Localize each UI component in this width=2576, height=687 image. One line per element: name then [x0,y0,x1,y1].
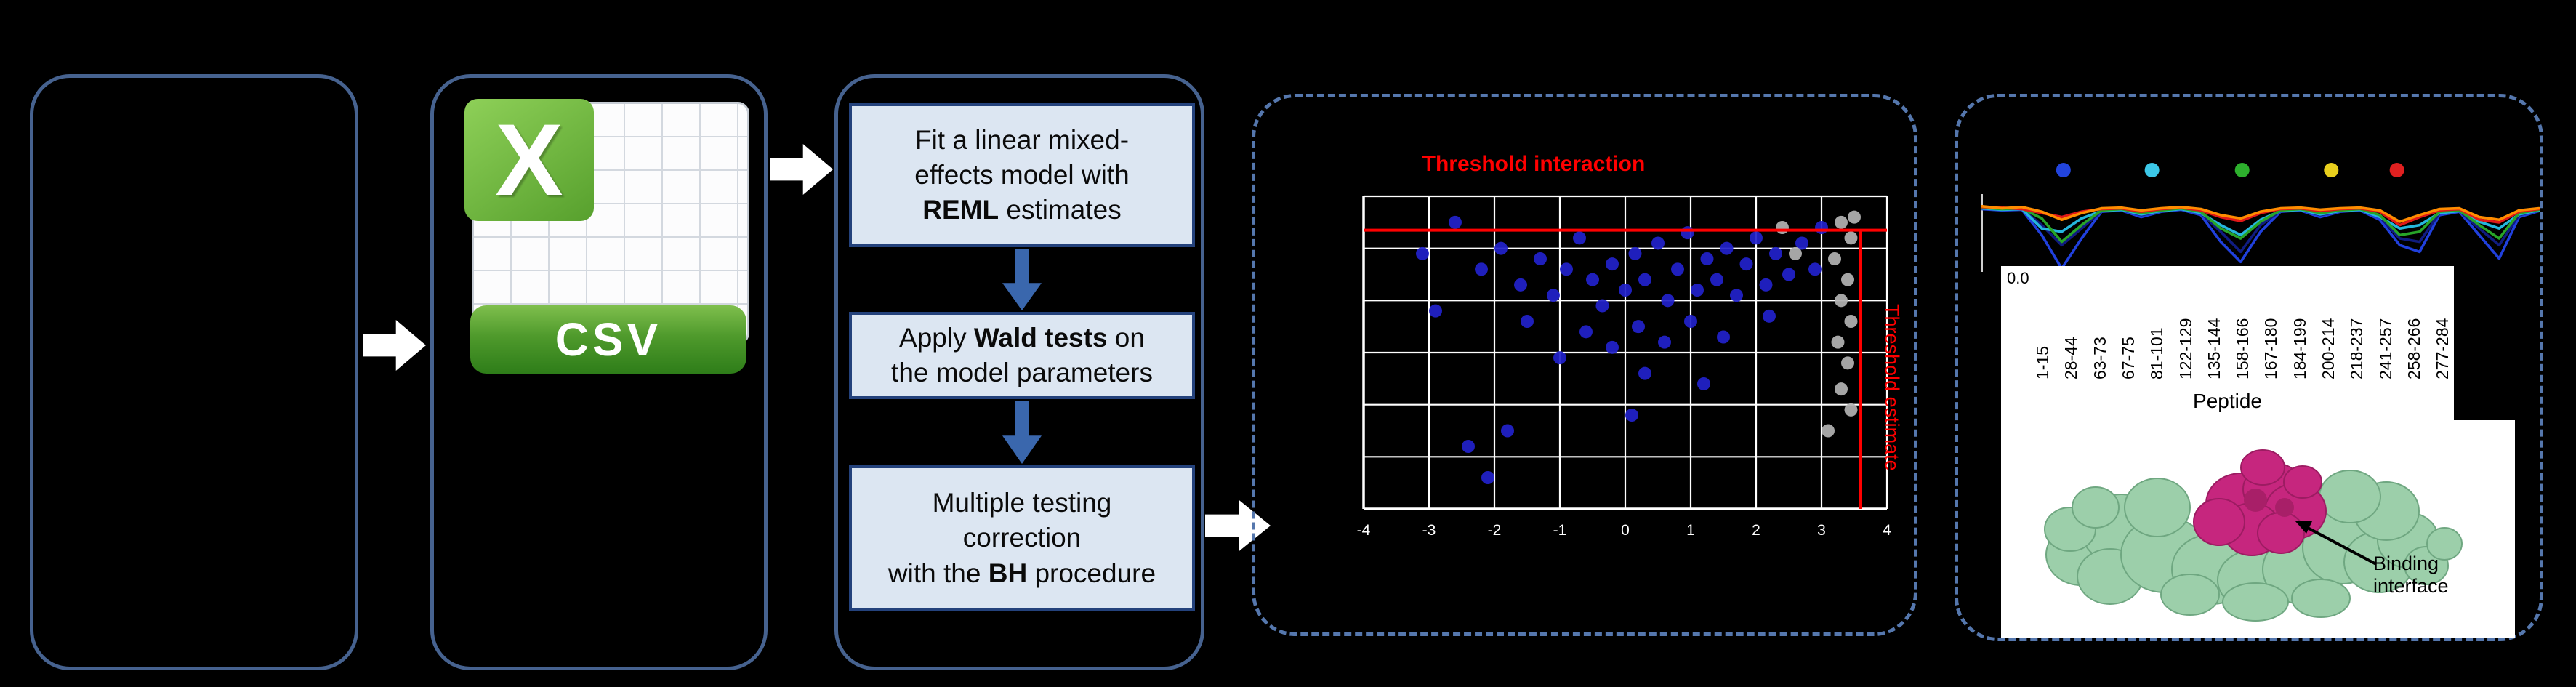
peptide-tick-label: 28-44 [2061,337,2081,379]
peptide-tick-label: 67-75 [2118,337,2138,379]
deuteration-profile-plot [1981,163,2540,272]
peptide-tick-label: 63-73 [2090,337,2109,379]
step-bh-line2: correction [962,523,1082,553]
step-bh-line3: with the BH procedure [887,558,1156,588]
svg-text:Threshold estimate: Threshold estimate [1881,304,1903,471]
step-wald-line2: the model parameters [891,358,1153,387]
peptide-tick-label: 184-199 [2290,318,2309,379]
annotation-arrow [2295,521,2377,566]
svg-text:4: 4 [1883,522,1891,539]
protein-structure-panel: Binding interface [2001,420,2515,638]
svg-text:-3: -3 [1422,522,1436,539]
svg-text:-4: -4 [1357,522,1371,539]
flow-arrow-right-2 [770,144,833,195]
interaction-scatter-plot: -4 -3 -2 -1 0 1 2 3 4 Threshold interaction Thresh… [1357,152,1903,539]
binding-interface-label: Binding interface [2373,553,2449,598]
flow-arrow-right-1 [363,320,426,371]
step-fit-model: Fit a linear mixed- effects model with R… [849,103,1195,247]
peptide-axis-panel: 0.0 1-15 28-44 63-73 67-75 81-101 122-129 135-… [2001,266,2454,420]
svg-text:2: 2 [1752,522,1760,539]
csv-file-icon: X CSV [460,99,756,378]
peptide-tick-label: 167-180 [2261,318,2281,379]
peptide-axis-title: Peptide [2193,390,2262,412]
peptide-tick-label: 158-166 [2233,318,2253,379]
step-fit-model-line2: effects model with [914,159,1130,190]
peptide-tick-label: 258-266 [2404,318,2423,379]
input-data-panel [30,74,358,670]
y-axis-tick-label: 0.0 [2007,269,2029,287]
results-scatter-panel [1252,94,1917,636]
peptide-tick-label: 81-101 [2147,327,2167,379]
peptide-tick-label: 1-15 [2033,345,2052,379]
step-bh-correction: Multiple testing correction with the BH … [849,465,1195,611]
csv-panel: X CSV [430,74,768,670]
step-bh-line1: Multiple testing [932,488,1112,518]
peptide-tick-label: 241-257 [2375,318,2395,379]
protein-structure-image [2044,449,2463,622]
svg-text:0: 0 [1621,522,1630,539]
svg-text:3: 3 [1817,522,1826,539]
peptide-tick-label: 135-144 [2204,318,2223,379]
svg-text:Threshold interaction: Threshold interaction [1422,152,1646,176]
svg-text:-1: -1 [1553,522,1567,539]
excel-x-logo: X [464,99,594,221]
peptide-tick-label: 277-284 [2433,318,2452,379]
step-fit-model-line1: Fit a linear mixed- [914,124,1130,155]
results-structure-panel [1955,94,2543,641]
csv-label: CSV [470,305,746,374]
svg-text:1: 1 [1686,522,1695,539]
model-steps-panel [834,74,1204,670]
peptide-tick-label: 200-214 [2319,318,2338,379]
step-wald-line1: Apply Wald tests on [899,322,1145,353]
peptide-tick-label: 122-129 [2175,318,2195,379]
step-wald-tests: Apply Wald tests on the model parameters [849,312,1195,399]
binding-interface-region [2193,449,2327,556]
step-fit-model-line3: REML estimates [922,195,1122,225]
svg-text:-2: -2 [1488,522,1502,539]
peptide-tick-label: 218-237 [2347,318,2367,379]
